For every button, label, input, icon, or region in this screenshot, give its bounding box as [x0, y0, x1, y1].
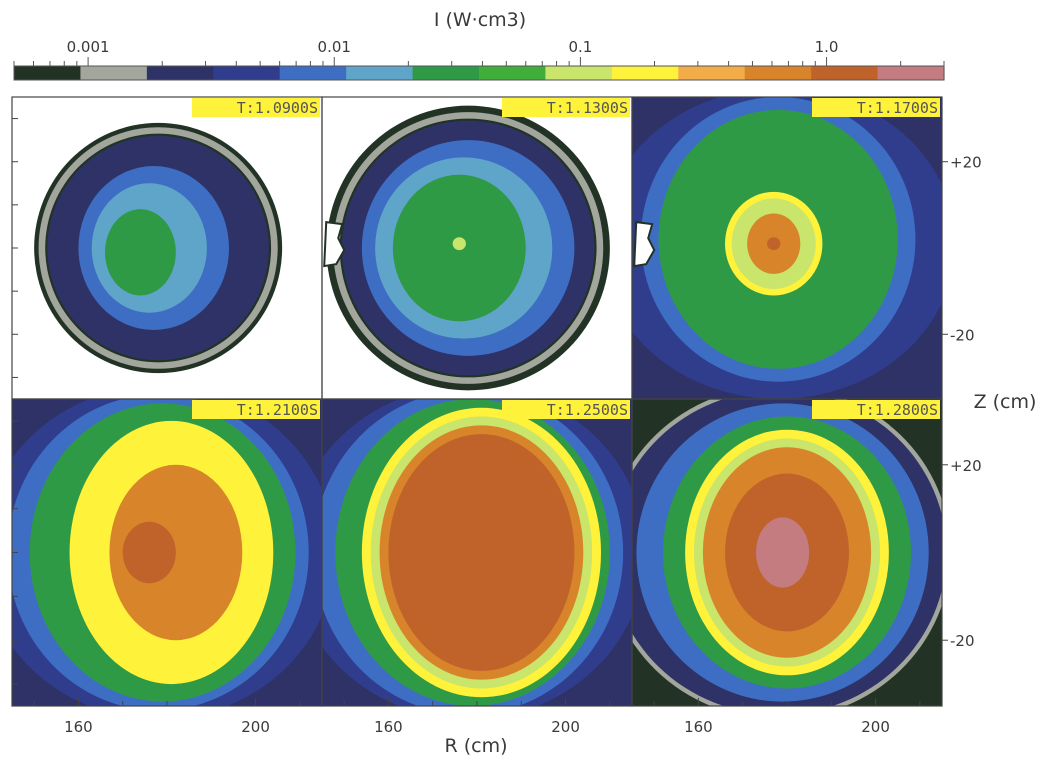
contour-region — [756, 517, 810, 588]
time-label-bg — [812, 98, 940, 117]
y-tick-label: -20 — [950, 326, 975, 344]
time-label-bg — [192, 98, 320, 117]
colorbar-segment — [611, 66, 679, 80]
colorbar-segment — [346, 66, 414, 80]
contour-region — [767, 237, 781, 251]
colorbar-segment — [279, 66, 347, 80]
colorbar-title: I (W·cm3) — [434, 9, 526, 31]
colorbar-segment — [412, 66, 480, 80]
colorbar-segment — [877, 66, 945, 80]
time-label-bg — [812, 400, 940, 419]
panel-time-label: T:1.2500S — [547, 401, 628, 419]
colorbar-segment — [479, 66, 547, 80]
colorbar-tick-label: 1.0 — [815, 38, 839, 56]
colorbar-segment — [213, 66, 281, 80]
time-label-bg — [192, 400, 320, 419]
panel-time-label: T:1.2800S — [857, 401, 938, 419]
contour-region — [388, 434, 575, 671]
time-label-bg — [502, 98, 630, 117]
x-tick-label: 160 — [684, 718, 713, 736]
colorbar-frame — [13, 65, 945, 81]
colorbar-tick-label: 0.1 — [568, 38, 592, 56]
colorbar-tick-label: 0.01 — [318, 38, 351, 56]
colorbar-segment — [744, 66, 812, 80]
colorbar-segment — [545, 66, 613, 80]
heatmap-panel: T:1.2100S — [12, 399, 322, 706]
time-label-bg — [502, 400, 630, 419]
y-tick-label: +20 — [950, 457, 982, 475]
contour-region — [105, 209, 176, 296]
y-tick-label: +20 — [950, 154, 982, 172]
panel-time-label: T:1.0900S — [237, 99, 318, 117]
heatmap-panel: T:1.1700S — [632, 97, 942, 399]
y-axis-label: Z (cm) — [974, 391, 1037, 413]
heatmap-panel: T:1.2500S — [322, 399, 632, 706]
colorbar — [13, 65, 945, 81]
colorbar-segment — [811, 66, 879, 80]
heatmap-panel: T:1.1300S — [322, 97, 632, 399]
contour-region — [452, 237, 466, 251]
x-tick-label: 200 — [241, 718, 270, 736]
x-tick-label: 160 — [374, 718, 403, 736]
y-tick-label: -20 — [950, 632, 975, 650]
contour-region — [122, 521, 176, 584]
panel-time-label: T:1.1300S — [547, 99, 628, 117]
x-tick-label: 200 — [861, 718, 890, 736]
port-cutout — [323, 220, 346, 268]
colorbar-segment — [80, 66, 148, 80]
colorbar-segment — [678, 66, 746, 80]
heatmap-panel: T:1.2800S — [632, 399, 942, 706]
port-cutout — [633, 220, 656, 268]
colorbar-segment — [146, 66, 214, 80]
heatmap-panel: T:1.0900S — [12, 97, 322, 399]
panel-time-label: T:1.1700S — [857, 99, 938, 117]
x-axis-label: R (cm) — [444, 735, 507, 757]
x-tick-label: 160 — [64, 718, 93, 736]
x-tick-label: 200 — [551, 718, 580, 736]
colorbar-segment — [14, 66, 82, 80]
colorbar-tick-label: 0.001 — [67, 38, 110, 56]
panel-time-label: T:1.2100S — [237, 401, 318, 419]
